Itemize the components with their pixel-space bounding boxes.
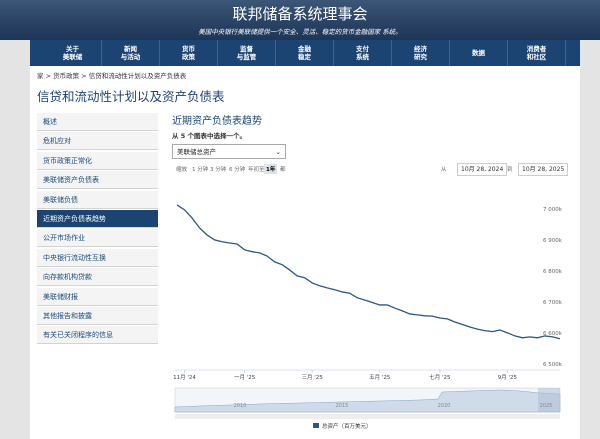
sidebar-item[interactable]: 美联储财报: [37, 287, 158, 306]
crumb: 信贷和流动性计划以及资产负债表: [88, 72, 187, 80]
y-tick-label: 6 800k: [543, 269, 563, 275]
nav-text[interactable]: 货币: [182, 45, 195, 53]
sidebar-item[interactable]: 货币政策正常化: [37, 151, 158, 170]
nav-text[interactable]: 经济: [414, 45, 427, 53]
navigator-window[interactable]: [538, 388, 560, 412]
nav-item[interactable]: 消费者 和社区: [508, 40, 566, 66]
nav-text[interactable]: 金融: [298, 45, 311, 53]
sidebar-item[interactable]: 公开市场作业: [37, 229, 158, 248]
range-button[interactable]: 3 分钟: [210, 167, 227, 173]
x-tick-label: 一月 '25: [234, 374, 256, 381]
range-button[interactable]: 1年: [264, 164, 278, 174]
legend-marker: [313, 423, 319, 428]
nav-bar: 关于 美联储 新闻 与活动 货币 政策 监督 与监管 金融 稳定 支付 系统 经济 研究 数据 消费者 和社区: [30, 40, 580, 66]
legend-label: 总资产（百万美元）: [322, 422, 372, 430]
header: 联邦储备系统理事会 美国中央银行美联储提供一个安全、灵活、稳定的货币金融国家 系…: [0, 0, 600, 40]
nav-text[interactable]: 新闻: [124, 45, 137, 53]
x-tick-label: 9月 '25: [498, 374, 518, 381]
from-label: 从: [441, 167, 447, 173]
nav-text[interactable]: 和社区: [526, 53, 547, 61]
crumb[interactable]: 家: [37, 72, 44, 80]
range-button[interactable]: 6 分钟: [229, 167, 246, 173]
from-date[interactable]: 10月 28, 2024: [457, 163, 508, 176]
nav-text[interactable]: 数据: [472, 49, 485, 57]
sidebar-item[interactable]: 其他报告和披露: [37, 307, 158, 325]
y-tick-label: 6 900k: [543, 238, 563, 244]
navigator-label: 2020: [438, 403, 451, 409]
crumb[interactable]: 货币政策: [53, 72, 80, 80]
sidebar-item[interactable]: 美联储资产负债表: [37, 171, 158, 190]
nav-item[interactable]: 关于 美联储: [44, 40, 102, 66]
navigator-label: 2015: [336, 403, 349, 409]
section-title: 近期资产负债表趋势: [172, 116, 262, 127]
nav-text[interactable]: 研究: [414, 53, 427, 61]
nav-text[interactable]: 与监管: [236, 53, 257, 61]
sidebar-item[interactable]: 近期资产负债表趋势: [37, 210, 158, 228]
y-tick-label: 6 600k: [543, 331, 563, 337]
navigator-label: 2010: [234, 403, 247, 409]
y-tick-label: 7 000k: [543, 207, 563, 213]
page-title: 信贷和流动性计划以及资产负债表: [37, 89, 225, 104]
nav-item[interactable]: 支付 系统: [334, 40, 392, 66]
nav-item[interactable]: 经济 研究: [392, 40, 450, 66]
nav-item[interactable]: 货币 政策: [160, 40, 218, 66]
sidebar-item[interactable]: 中央银行流动性互换: [37, 248, 158, 267]
zoom-label: 缩放: [176, 167, 188, 173]
nav-item[interactable]: 金融 稳定: [276, 40, 334, 66]
to-date[interactable]: 10月 28, 2025: [518, 163, 569, 176]
series-line: [176, 204, 561, 340]
nav-text[interactable]: 关于: [66, 45, 79, 53]
sidebar-item[interactable]: 有关已关闭程序的信息: [37, 326, 158, 345]
scrollbar[interactable]: [175, 414, 560, 419]
range-button[interactable]: 1 分钟: [192, 167, 209, 173]
nav-text[interactable]: 支付: [356, 45, 369, 53]
sidebar-item[interactable]: 美联储负债: [37, 190, 158, 209]
x-tick-label: 五月 '25: [369, 374, 391, 381]
site-title[interactable]: 联邦储备系统理事会: [232, 5, 368, 23]
breadcrumb: 家 > 货币政策 > 信贷和流动性计划以及资产负债表: [37, 72, 187, 80]
prompt: 从 5 个图表中选择一个。: [172, 132, 247, 140]
nav-item[interactable]: 数据: [450, 40, 508, 66]
nav-text[interactable]: 与活动: [120, 53, 141, 61]
navigator-label: 2025: [540, 403, 553, 409]
y-tick-label: 6 700k: [543, 300, 563, 306]
nav-text[interactable]: 稳定: [298, 53, 311, 61]
range-button[interactable]: 都: [280, 167, 286, 173]
nav-text[interactable]: 系统: [356, 53, 369, 61]
y-tick-label: 6 500k: [543, 362, 563, 368]
site-subtitle: 美国中央银行美联储提供一个安全、灵活、稳定的货币金融国家 系统。: [198, 28, 402, 36]
dropdown[interactable]: 美联储总资产 ⌄: [172, 144, 286, 159]
x-tick-label: 三月 '25: [302, 374, 324, 381]
range-button[interactable]: 年初至: [248, 167, 265, 173]
nav-text[interactable]: 监督: [240, 45, 253, 53]
sidebar-item[interactable]: 危机应对: [37, 132, 158, 151]
to-label: 到: [507, 167, 513, 173]
nav-item[interactable]: 监督 与监管: [218, 40, 276, 66]
sidebar-item[interactable]: 概述: [37, 113, 158, 131]
nav-text[interactable]: 政策: [182, 53, 195, 61]
nav-text[interactable]: 美联储: [62, 53, 83, 61]
x-tick-label: 11月 '24: [173, 374, 196, 381]
sidebar-item[interactable]: 向存款机构贷款: [37, 268, 158, 287]
nav-text[interactable]: 消费者: [526, 45, 547, 53]
dropdown-value[interactable]: 美联储总资产: [177, 148, 216, 156]
x-tick-label: 七月 '25: [429, 373, 451, 381]
nav-item[interactable]: 新闻 与活动: [102, 40, 160, 66]
